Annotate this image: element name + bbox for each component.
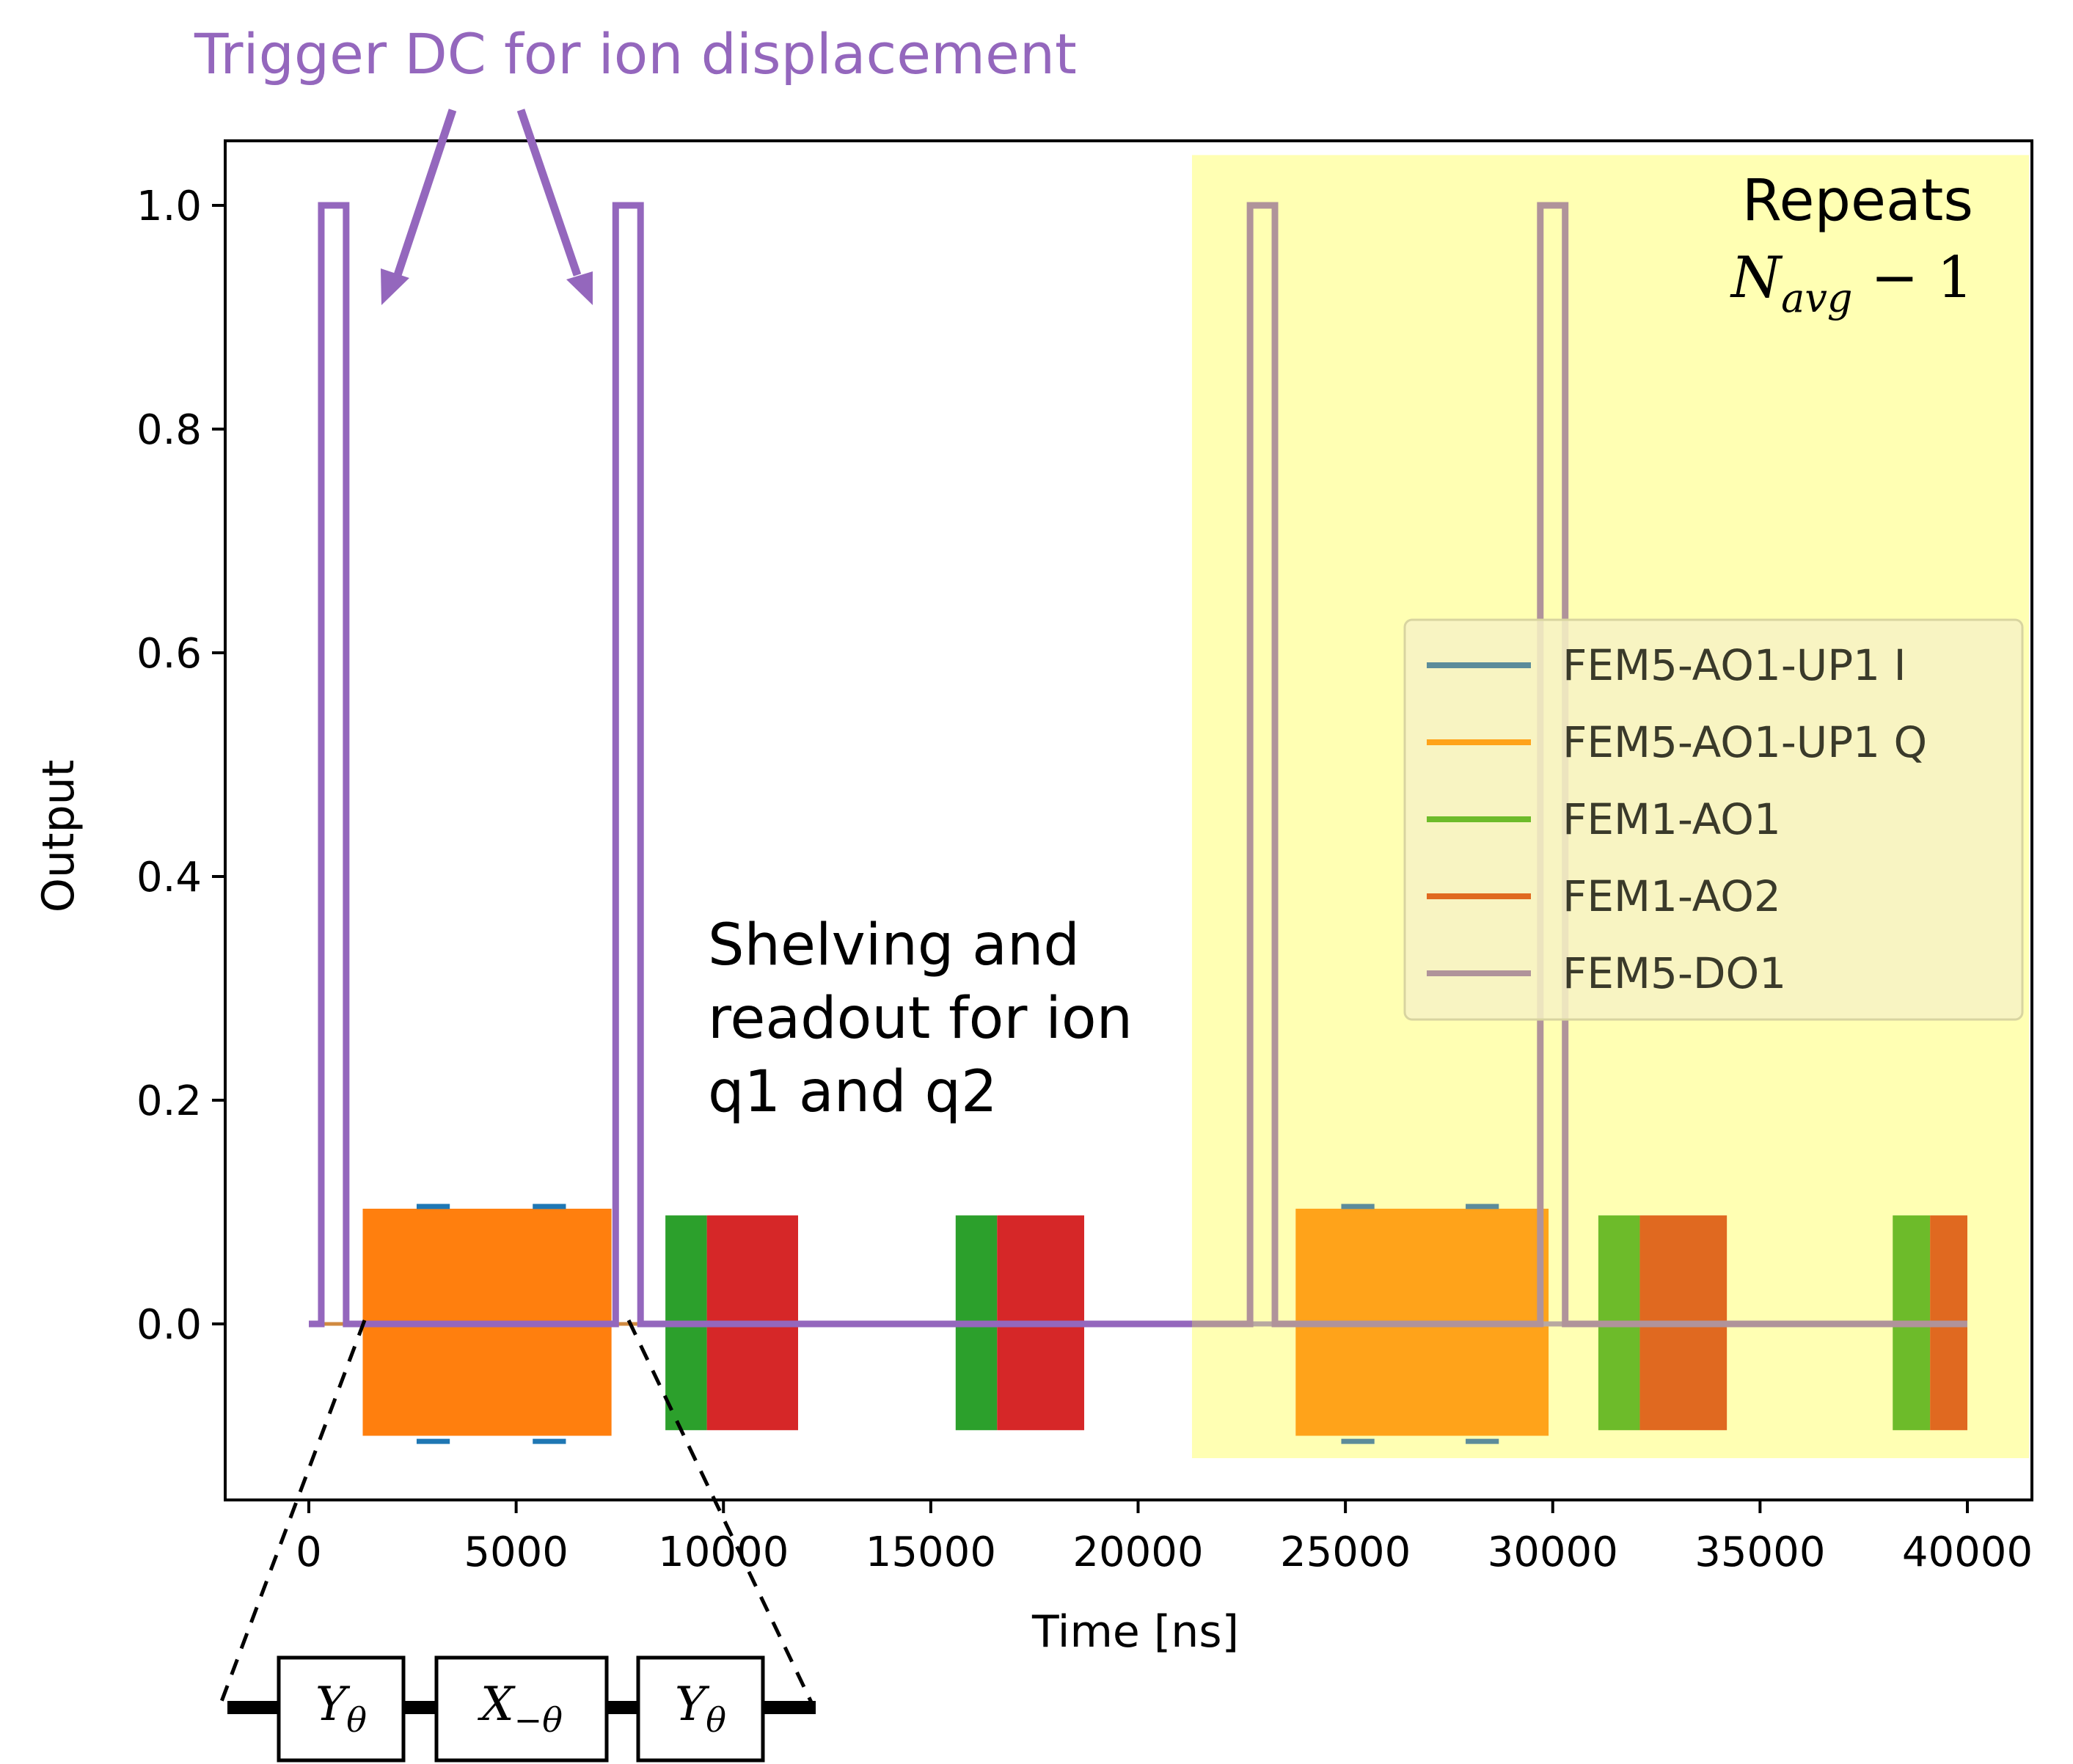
shelving-annotation-line1: Shelving and xyxy=(708,912,1080,978)
gate-box-2 xyxy=(434,1655,609,1763)
x-tick-label-4: 20000 xyxy=(1072,1529,1203,1576)
y-tick-label-4: 0.8 xyxy=(136,406,202,454)
x-tick-label-1: 5000 xyxy=(464,1529,568,1576)
y-axis: 0.0 0.2 0.4 0.6 0.8 1.0 xyxy=(136,183,225,1349)
shelving-annotation-line3: q1 and q2 xyxy=(708,1059,998,1125)
repeats-rest: − 1 xyxy=(1852,245,1973,311)
gate-label-1: Yθ xyxy=(315,1677,367,1740)
gate-box-3 xyxy=(636,1655,765,1763)
y-tick-label-3: 0.6 xyxy=(136,630,202,678)
y-tick-label-0: 0.0 xyxy=(136,1301,202,1349)
legend-box xyxy=(1403,618,2024,1021)
trigger-arrow-right xyxy=(516,109,582,277)
legend-label-2: FEM1-AO1 xyxy=(1562,794,1781,844)
gate-label-2: X−θ xyxy=(477,1677,563,1740)
x-tick-label-8: 40000 xyxy=(1902,1529,2033,1576)
y-tick-label-1: 0.2 xyxy=(136,1077,202,1125)
do1-trace xyxy=(309,202,1192,1328)
zoom-lines xyxy=(218,1319,815,1707)
repeats-annotation-line1: Repeats xyxy=(1742,168,1973,234)
zoom-line-right xyxy=(626,1319,815,1707)
repeats-annotation-line2: Navg − 1 xyxy=(1730,245,1973,321)
x-tick-label-3: 15000 xyxy=(866,1529,996,1576)
legend-label-0: FEM5-AO1-UP1 I xyxy=(1562,640,1906,690)
trigger-arrow-left-head xyxy=(381,268,409,305)
y-tick-label-2: 0.4 xyxy=(136,854,202,901)
y-tick-label-5: 1.0 xyxy=(136,183,202,230)
gate-sequence: Yθ X−θ Yθ xyxy=(227,1655,816,1763)
y-axis-label: Output xyxy=(33,760,84,912)
legend-label-3: FEM1-AO2 xyxy=(1562,871,1781,921)
zoom-line-left xyxy=(218,1320,367,1706)
shelving-annotation-line2: readout for ion xyxy=(708,986,1133,1052)
repeats-var: N xyxy=(1730,245,1783,311)
x-tick-label-2: 10000 xyxy=(658,1529,789,1576)
x-tick-label-7: 35000 xyxy=(1694,1529,1825,1576)
legend-label-1: FEM5-AO1-UP1 Q xyxy=(1562,717,1927,767)
repeats-sub: avg xyxy=(1781,275,1852,321)
gate-label-3: Yθ xyxy=(675,1677,726,1740)
trigger-arrow-right-head xyxy=(566,271,593,305)
trigger-arrow-left xyxy=(393,109,457,277)
gate-box-1 xyxy=(277,1655,406,1763)
x-tick-label-5: 25000 xyxy=(1280,1529,1411,1576)
legend: FEM5-AO1-UP1 I FEM5-AO1-UP1 Q FEM1-AO1 FEM1… xyxy=(1403,618,2024,1021)
x-tick-label-0: 0 xyxy=(296,1529,322,1576)
axes-frame xyxy=(224,139,2033,1501)
x-tick-label-6: 30000 xyxy=(1488,1529,1618,1576)
trigger-arrows xyxy=(381,109,593,305)
x-axis: 0 5000 10000 15000 20000 25000 30000 35000 40000 xyxy=(296,1500,2033,1576)
x-axis-label: Time [ns] xyxy=(1031,1606,1239,1658)
trigger-annotation: Trigger DC for ion displacement xyxy=(194,21,1077,87)
legend-label-4: FEM5-DO1 xyxy=(1562,948,1786,998)
